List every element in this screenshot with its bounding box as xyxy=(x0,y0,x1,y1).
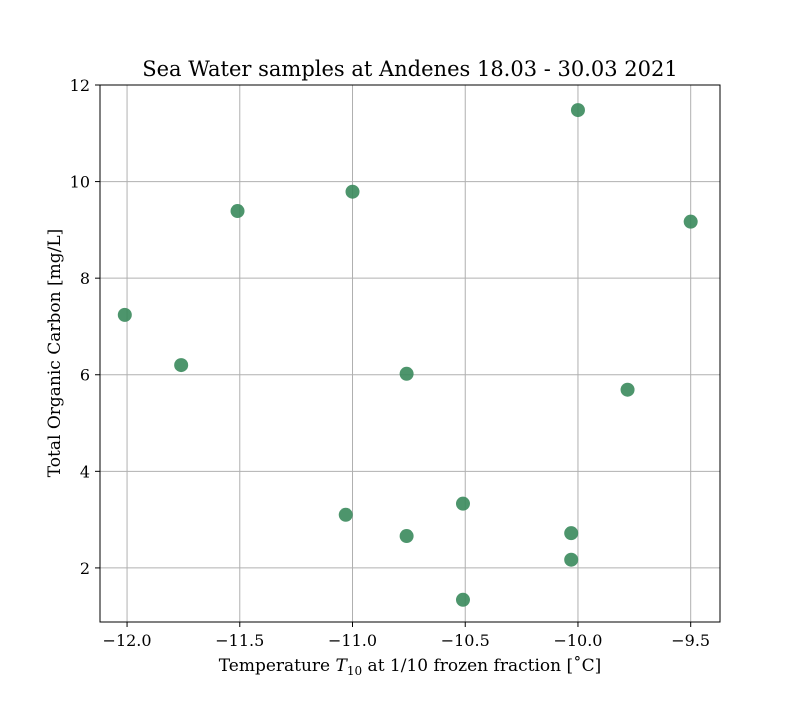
data-point xyxy=(174,358,189,373)
x-tick-label: −9.5 xyxy=(671,631,710,650)
data-point xyxy=(230,204,245,219)
x-tick-label: −11.5 xyxy=(215,631,264,650)
data-point xyxy=(399,529,414,544)
x-tick-label: −11.0 xyxy=(328,631,377,650)
x-tick-label: −10.5 xyxy=(441,631,490,650)
data-points xyxy=(117,103,698,607)
data-point xyxy=(683,214,698,229)
data-point xyxy=(338,507,353,522)
y-tick-label: 2 xyxy=(80,559,90,578)
data-point xyxy=(455,592,470,607)
y-tick-label: 6 xyxy=(80,366,90,385)
y-tick-label: 12 xyxy=(70,76,90,95)
y-axis-label: Total Organic Carbon [mg/L] xyxy=(45,229,65,477)
data-point xyxy=(620,382,635,397)
data-point xyxy=(399,366,414,381)
x-tick-label: −10.0 xyxy=(553,631,602,650)
axis-ticks: −12.0 −11.5 −11.0 −10.5 −10.0 −9.5 2 4 6 8 10 12 xyxy=(70,76,710,650)
x-tick-label: −12.0 xyxy=(103,631,152,650)
data-point xyxy=(564,526,579,541)
data-point xyxy=(117,307,132,322)
y-tick-label: 10 xyxy=(70,173,90,192)
y-tick-label: 8 xyxy=(80,269,90,288)
chart-title: Sea Water samples at Andenes 18.03 - 30.… xyxy=(142,57,678,81)
data-point xyxy=(455,496,470,511)
data-point xyxy=(570,103,585,118)
y-tick-label: 4 xyxy=(80,462,90,481)
plot-frame xyxy=(99,84,721,623)
x-axis-label: Temperature T10 at 1/10 frozen fraction … xyxy=(219,656,602,678)
data-point xyxy=(345,184,360,199)
data-point xyxy=(564,552,579,567)
